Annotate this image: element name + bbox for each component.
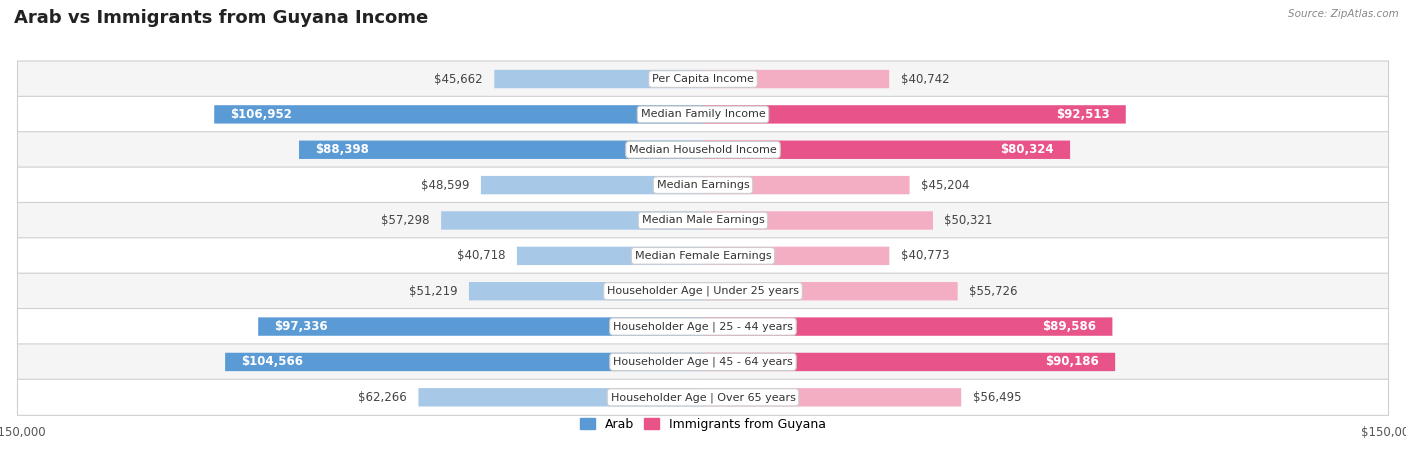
FancyBboxPatch shape — [703, 105, 1126, 124]
FancyBboxPatch shape — [17, 96, 1389, 133]
FancyBboxPatch shape — [17, 167, 1389, 203]
FancyBboxPatch shape — [495, 70, 703, 88]
Text: $92,513: $92,513 — [1056, 108, 1109, 121]
FancyBboxPatch shape — [17, 238, 1389, 274]
Text: $104,566: $104,566 — [240, 355, 304, 368]
FancyBboxPatch shape — [17, 132, 1389, 168]
Text: Per Capita Income: Per Capita Income — [652, 74, 754, 84]
FancyBboxPatch shape — [703, 176, 910, 194]
Text: $97,336: $97,336 — [274, 320, 328, 333]
Text: $40,718: $40,718 — [457, 249, 506, 262]
Text: $51,219: $51,219 — [409, 285, 457, 298]
FancyBboxPatch shape — [259, 318, 703, 336]
FancyBboxPatch shape — [703, 70, 889, 88]
FancyBboxPatch shape — [17, 273, 1389, 309]
Text: $90,186: $90,186 — [1046, 355, 1099, 368]
Text: Median Female Earnings: Median Female Earnings — [634, 251, 772, 261]
FancyBboxPatch shape — [419, 388, 703, 406]
Text: $50,321: $50,321 — [945, 214, 993, 227]
FancyBboxPatch shape — [225, 353, 703, 371]
Text: $57,298: $57,298 — [381, 214, 430, 227]
Text: $45,662: $45,662 — [434, 72, 482, 85]
FancyBboxPatch shape — [703, 247, 890, 265]
FancyBboxPatch shape — [703, 318, 1112, 336]
FancyBboxPatch shape — [517, 247, 703, 265]
FancyBboxPatch shape — [17, 379, 1389, 415]
Text: $55,726: $55,726 — [969, 285, 1018, 298]
Text: $106,952: $106,952 — [231, 108, 292, 121]
Legend: Arab, Immigrants from Guyana: Arab, Immigrants from Guyana — [575, 413, 831, 436]
Text: Median Earnings: Median Earnings — [657, 180, 749, 190]
Text: Householder Age | Over 65 years: Householder Age | Over 65 years — [610, 392, 796, 403]
Text: Householder Age | 45 - 64 years: Householder Age | 45 - 64 years — [613, 357, 793, 367]
Text: Median Male Earnings: Median Male Earnings — [641, 215, 765, 226]
Text: $88,398: $88,398 — [315, 143, 368, 156]
FancyBboxPatch shape — [17, 344, 1389, 380]
Text: Arab vs Immigrants from Guyana Income: Arab vs Immigrants from Guyana Income — [14, 9, 429, 28]
Text: Source: ZipAtlas.com: Source: ZipAtlas.com — [1288, 9, 1399, 19]
Text: Median Family Income: Median Family Income — [641, 109, 765, 120]
FancyBboxPatch shape — [703, 282, 957, 300]
FancyBboxPatch shape — [17, 309, 1389, 345]
Text: $40,773: $40,773 — [901, 249, 949, 262]
FancyBboxPatch shape — [214, 105, 703, 124]
Text: Householder Age | Under 25 years: Householder Age | Under 25 years — [607, 286, 799, 297]
Text: $56,495: $56,495 — [973, 391, 1021, 404]
FancyBboxPatch shape — [17, 203, 1389, 239]
Text: $89,586: $89,586 — [1042, 320, 1097, 333]
Text: Median Household Income: Median Household Income — [628, 145, 778, 155]
FancyBboxPatch shape — [703, 353, 1115, 371]
Text: $45,204: $45,204 — [921, 178, 970, 191]
FancyBboxPatch shape — [441, 211, 703, 230]
FancyBboxPatch shape — [17, 61, 1389, 97]
FancyBboxPatch shape — [299, 141, 703, 159]
FancyBboxPatch shape — [470, 282, 703, 300]
FancyBboxPatch shape — [703, 141, 1070, 159]
Text: $48,599: $48,599 — [420, 178, 470, 191]
Text: Householder Age | 25 - 44 years: Householder Age | 25 - 44 years — [613, 321, 793, 332]
FancyBboxPatch shape — [703, 211, 934, 230]
Text: $80,324: $80,324 — [1001, 143, 1054, 156]
FancyBboxPatch shape — [703, 388, 962, 406]
Text: $62,266: $62,266 — [359, 391, 406, 404]
Text: $40,742: $40,742 — [901, 72, 949, 85]
FancyBboxPatch shape — [481, 176, 703, 194]
